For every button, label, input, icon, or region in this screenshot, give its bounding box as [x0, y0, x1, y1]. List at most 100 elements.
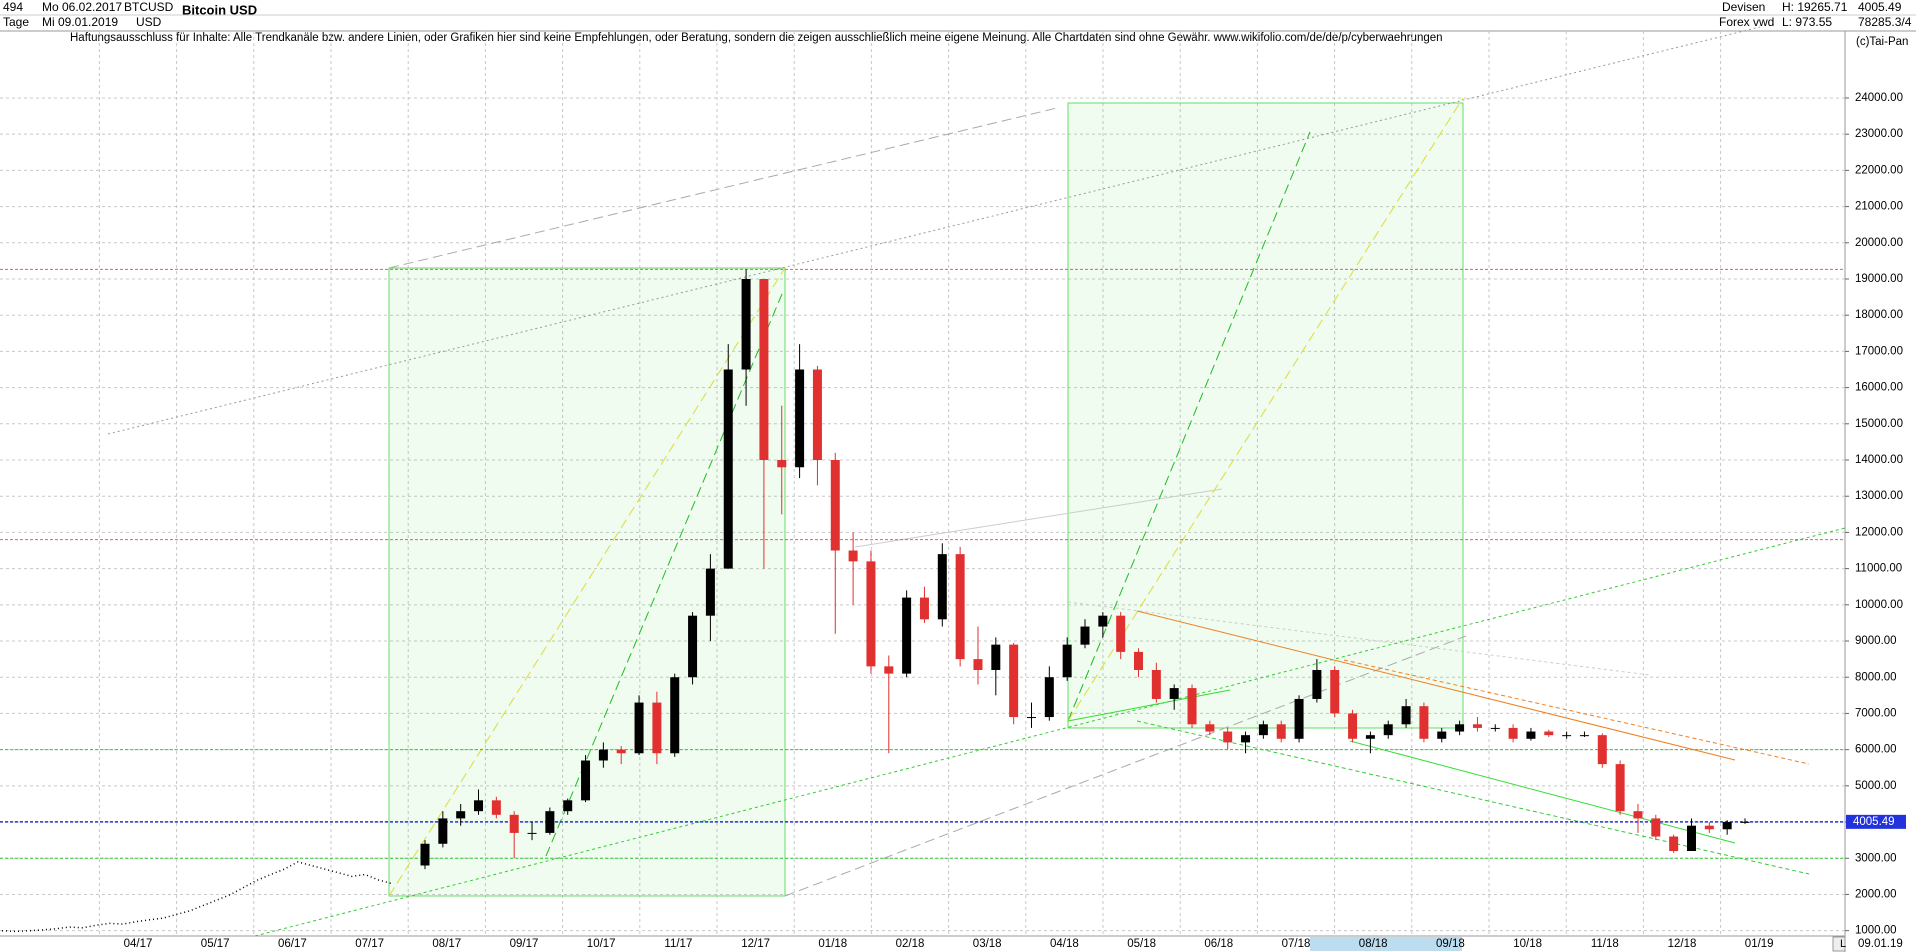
candle-body	[1651, 818, 1661, 837]
y-tick-label: 14000.00	[1855, 454, 1903, 466]
candle-body	[1205, 724, 1215, 732]
trend-line	[784, 635, 1467, 897]
candle-body	[1241, 735, 1251, 743]
candle-body	[1009, 644, 1019, 718]
candle-body	[723, 369, 733, 569]
x-tick-label: 08/17	[432, 938, 461, 950]
trend-line	[545, 293, 783, 857]
candle-body	[1740, 821, 1750, 823]
date-from: Mo 06.02.2017	[42, 0, 122, 14]
candle-body	[688, 615, 698, 678]
y-tick-label: 7000.00	[1855, 707, 1897, 719]
candle-body	[634, 702, 644, 754]
candle-body	[1437, 731, 1447, 739]
x-tick-label: 07/17	[355, 938, 384, 950]
x-tick-label: 12/18	[1668, 938, 1697, 950]
y-tick-label: 17000.00	[1855, 345, 1903, 357]
price-tag-label: 4005.49	[1853, 816, 1895, 828]
candle-body	[1151, 669, 1161, 699]
x-tick-label: 09/18	[1436, 938, 1465, 950]
candle-body	[1080, 626, 1090, 645]
y-tick-label: 16000.00	[1855, 382, 1903, 394]
currency: USD	[136, 15, 162, 29]
x-tick-label: 06/18	[1204, 938, 1233, 950]
candle-body	[616, 749, 626, 754]
candle-body	[777, 460, 787, 468]
candle-body	[1026, 717, 1036, 719]
candle-body	[1294, 698, 1304, 739]
y-tick-label: 1000.00	[1855, 925, 1897, 937]
scroll-end[interactable]	[1832, 936, 1846, 952]
x-tick-label: 05/18	[1127, 938, 1156, 950]
trend-line	[1136, 720, 1810, 875]
candle-body	[1134, 651, 1144, 670]
y-tick-label: 21000.00	[1855, 201, 1903, 213]
y-tick-label: 13000.00	[1855, 490, 1903, 502]
candle-body	[1044, 677, 1054, 718]
trend-line	[1067, 601, 1651, 676]
candle-body	[759, 278, 769, 461]
candle-body	[1615, 764, 1625, 812]
candle-body	[1633, 811, 1643, 819]
x-tick-label: 10/18	[1513, 938, 1542, 950]
last: 4005.49	[1858, 0, 1902, 14]
candle-body	[1526, 731, 1536, 739]
disclaimer: Haftungsausschluss für Inhalte: Alle Tre…	[70, 32, 1443, 44]
candle-body	[1062, 644, 1072, 678]
y-tick-label: 12000.00	[1855, 526, 1903, 538]
candle-body	[1686, 825, 1696, 852]
candle-body	[1544, 731, 1554, 736]
candle-body	[1597, 735, 1607, 765]
candle-body	[812, 369, 822, 461]
candle-body	[1365, 735, 1375, 739]
trend-line	[388, 107, 1058, 269]
candle-body	[1187, 688, 1197, 725]
y-tick-label: 5000.00	[1855, 780, 1897, 792]
candle-body	[509, 814, 519, 833]
candle-body	[1419, 706, 1429, 739]
y-tick-label: 15000.00	[1855, 418, 1903, 430]
candle-body	[1508, 727, 1518, 739]
candle-body	[830, 460, 840, 551]
x-highlight	[1310, 937, 1462, 951]
candle-body	[937, 554, 947, 620]
x-tick-label: 03/18	[973, 938, 1002, 950]
price-tag	[1846, 814, 1906, 829]
box	[1067, 102, 1464, 729]
y-tick-label: 11000.00	[1855, 563, 1902, 575]
trend-line	[1349, 740, 1736, 844]
trend-line	[1343, 659, 1810, 765]
candle-body	[955, 554, 965, 660]
period: Tage	[3, 15, 29, 29]
candle-body	[1472, 724, 1482, 728]
y-tick-label: 3000.00	[1855, 852, 1897, 864]
candle-body	[1704, 825, 1714, 830]
y-tick-label: 19000.00	[1855, 273, 1903, 285]
candle-body	[705, 568, 715, 616]
low: L: 973.55	[1782, 15, 1832, 29]
trend-line	[1067, 97, 1464, 722]
candle-body	[902, 597, 912, 674]
x-tick-label: 06/17	[278, 938, 307, 950]
candle-body	[1562, 735, 1572, 737]
candle-body	[581, 760, 591, 801]
trend-line	[1067, 131, 1311, 722]
candle-body	[1116, 615, 1126, 652]
candle-body	[1401, 706, 1411, 725]
y-tick-label: 10000.00	[1855, 599, 1903, 611]
x-tick-label: 11/18	[1591, 938, 1619, 950]
y-tick-label: 20000.00	[1855, 237, 1903, 249]
candle-body	[848, 550, 858, 562]
candle-body	[741, 278, 751, 370]
symbol: BTCUSD	[124, 0, 174, 14]
candle-body	[1722, 822, 1732, 830]
x-tick-label: 05/17	[201, 938, 230, 950]
candle-body	[1169, 688, 1179, 699]
volume: 78285.3/4	[1858, 15, 1912, 29]
candle-body	[652, 702, 662, 754]
x-tick-label: 07/18	[1282, 938, 1311, 950]
high: H: 19265.71	[1782, 0, 1848, 14]
copyright: (c)Tai-Pan	[1856, 36, 1908, 48]
trend-line	[854, 488, 1223, 548]
